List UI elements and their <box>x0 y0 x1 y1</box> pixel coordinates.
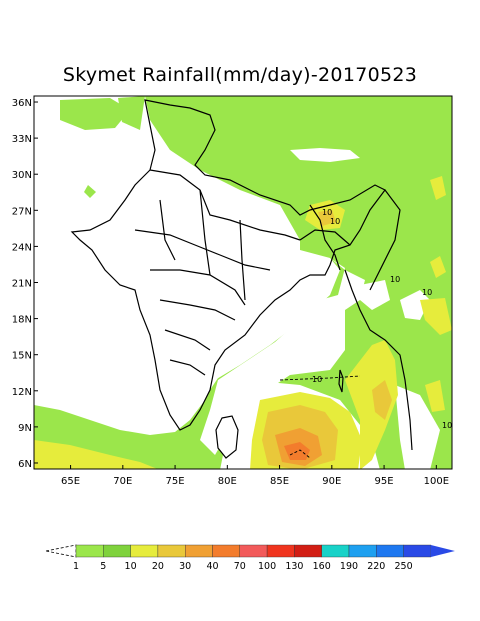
legend-high-arrow <box>430 545 455 557</box>
legend-label: 10 <box>125 561 137 572</box>
contour-lines <box>279 375 361 459</box>
lon-tick-label: 80E <box>218 476 237 487</box>
legend-label: 130 <box>285 561 303 572</box>
legend-label: 190 <box>340 561 358 572</box>
lat-tick-label: 18N <box>12 315 32 326</box>
contour-label: 10 <box>422 288 432 297</box>
lat-tick-label: 6N <box>18 459 32 470</box>
lon-tick-label: 65E <box>61 476 80 487</box>
rainfall-zone-40-70 <box>284 442 310 460</box>
lat-tick-label: 15N <box>12 351 32 362</box>
legend-swatch <box>266 544 295 558</box>
lat-tick-label: 33N <box>12 134 32 145</box>
legend-swatch <box>130 544 159 558</box>
lat-tick-label: 24N <box>12 242 32 253</box>
dry-zone <box>72 148 440 469</box>
lat-tick-label: 12N <box>12 387 32 398</box>
legend-label: 5 <box>100 561 106 572</box>
rainfall-zone-10-20 <box>34 176 452 469</box>
contour-label: 10 <box>390 275 400 284</box>
lat-tick-label: 30N <box>12 170 32 181</box>
legend-swatch <box>157 544 186 558</box>
legend-swatch <box>239 544 268 558</box>
sri-lanka <box>216 416 238 458</box>
lon-tick-label: 70E <box>113 476 132 487</box>
contour-label: 10 <box>442 421 452 430</box>
lon-tick-label: 95E <box>375 476 394 487</box>
map-title: Skymet Rainfall(mm/day)-20170523 <box>62 64 418 86</box>
legend-label: 100 <box>258 561 276 572</box>
legend-label: 30 <box>179 561 191 572</box>
contour-labels: 10 10 10 10 10 10 <box>312 208 452 430</box>
contour-label: 10 <box>312 375 322 384</box>
legend-label: 250 <box>395 561 413 572</box>
map-area <box>34 96 452 469</box>
legend-swatch <box>294 544 322 558</box>
lat-tick-label: 27N <box>12 206 32 217</box>
lat-tick-label: 36N <box>12 98 32 109</box>
legend-label: 220 <box>367 561 385 572</box>
legend: 1 5 10 20 30 40 70 100 130 160 190 220 250 <box>45 544 455 572</box>
legend-label: 40 <box>206 561 218 572</box>
legend-label: 20 <box>152 561 164 572</box>
lat-tick-label: 21N <box>12 279 32 290</box>
legend-label: 160 <box>313 561 331 572</box>
legend-swatch <box>184 544 213 558</box>
legend-swatch <box>348 544 377 558</box>
legend-swatch <box>376 544 404 558</box>
legend-swatch <box>103 544 131 558</box>
legend-swatch <box>75 544 104 558</box>
longitude-axis: 65E 70E 75E 80E 85E 90E 95E 100E <box>61 465 449 487</box>
lon-tick-label: 90E <box>322 476 341 487</box>
lon-tick-label: 100E <box>424 476 449 487</box>
lat-tick-label: 9N <box>18 423 32 434</box>
boundaries <box>70 99 413 459</box>
legend-label: 70 <box>234 561 246 572</box>
legend-low-arrow <box>45 544 77 558</box>
contour-label: 10 <box>322 208 332 217</box>
contour-label: 10 <box>330 217 340 226</box>
legend-label: 1 <box>73 561 79 572</box>
latitude-axis: 36N 33N 30N 27N 24N 21N 18N 15N 12N 9N 6N <box>12 98 38 470</box>
legend-swatch <box>321 544 350 558</box>
legend-swatch <box>212 544 240 558</box>
lon-tick-label: 85E <box>270 476 289 487</box>
lon-tick-label: 75E <box>166 476 185 487</box>
legend-swatch <box>403 544 432 558</box>
